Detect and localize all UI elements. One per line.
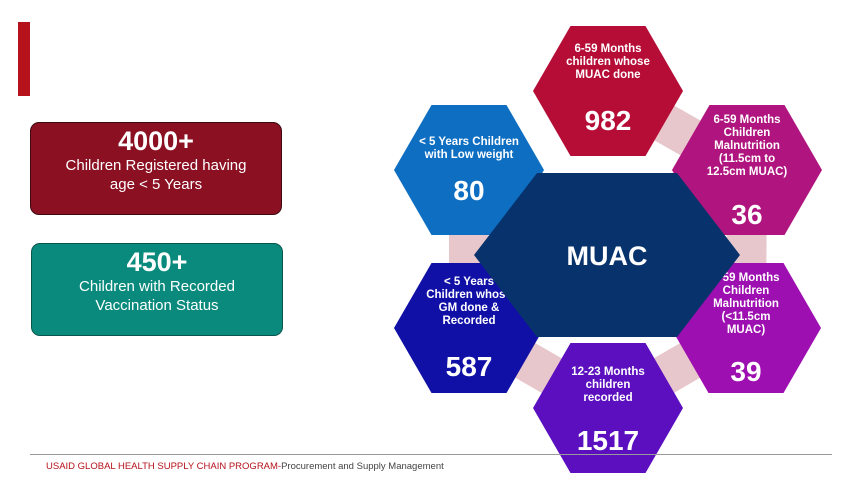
hexagon <box>672 105 822 235</box>
hex-label-line: 6-59 Months <box>712 272 779 284</box>
hex-label-line: with Low weight <box>424 149 514 161</box>
hex-value: 80 <box>453 175 484 206</box>
hex-label-line: < 5 Years Children <box>419 136 519 148</box>
hex-label-line: Children <box>724 127 771 139</box>
hex-value: 982 <box>585 105 632 136</box>
hex-label-line: (11.5cm to <box>719 153 775 165</box>
hex-label-line: Children whose <box>426 289 512 301</box>
hex-label-line: Children <box>723 285 770 297</box>
stat-label-line1: Children with Recorded <box>79 278 235 295</box>
title-accent-bar <box>18 22 30 96</box>
hex-value: 587 <box>446 351 493 382</box>
hex-value: 1517 <box>577 425 639 456</box>
center-hexagon <box>474 173 740 337</box>
stat-card-vaccination: 450+ Children with Recorded Vaccination … <box>31 243 283 336</box>
hex-label-line: < 5 Years <box>444 276 494 288</box>
hex-center: MUAC <box>474 173 740 337</box>
footer-org: USAID GLOBAL HEALTH SUPPLY CHAIN PROGRAM… <box>46 461 282 472</box>
hex-label-line: Recorded <box>442 315 495 327</box>
stat-label-line1: Children Registered having <box>65 157 247 174</box>
hex-label-line: 12.5cm MUAC) <box>707 166 788 178</box>
hexagon <box>533 26 683 156</box>
hex-label-line: Malnutrition <box>714 140 780 152</box>
stat-label-line2: Vaccination Status <box>95 297 219 314</box>
hex-label-line: children <box>586 379 631 391</box>
hex-label-line: (<11.5cm <box>722 311 771 323</box>
hex-value: 36 <box>731 199 762 230</box>
hexagon <box>533 343 683 473</box>
center-label: MUAC <box>567 241 648 271</box>
footer: USAID GLOBAL HEALTH SUPPLY CHAIN PROGRAM… <box>46 461 444 472</box>
stat-value: 450+ <box>126 247 188 277</box>
hex-label-line: 6-59 Months <box>574 43 641 55</box>
hex-label-line: children whose <box>566 56 650 68</box>
footer-program: Procurement and Supply Management <box>281 461 444 472</box>
hex-label-line: MUAC) <box>727 324 765 336</box>
footer-divider <box>30 454 832 455</box>
hex-label-line: 6-59 Months <box>713 114 780 126</box>
hex-label-line: GM done & <box>439 302 500 314</box>
hexagon <box>394 105 544 235</box>
hex-label-line: 12-23 Months <box>571 366 645 378</box>
hex-label-line: recorded <box>583 392 632 404</box>
hex-label-line: Malnutrition <box>713 298 779 310</box>
stat-value: 4000+ <box>118 126 194 156</box>
stat-label-line2: age < 5 Years <box>109 176 203 193</box>
hex-label-line: MUAC done <box>575 69 640 81</box>
hex-value: 39 <box>730 356 761 387</box>
stat-card-registered: 4000+ Children Registered having age < 5… <box>30 122 282 215</box>
